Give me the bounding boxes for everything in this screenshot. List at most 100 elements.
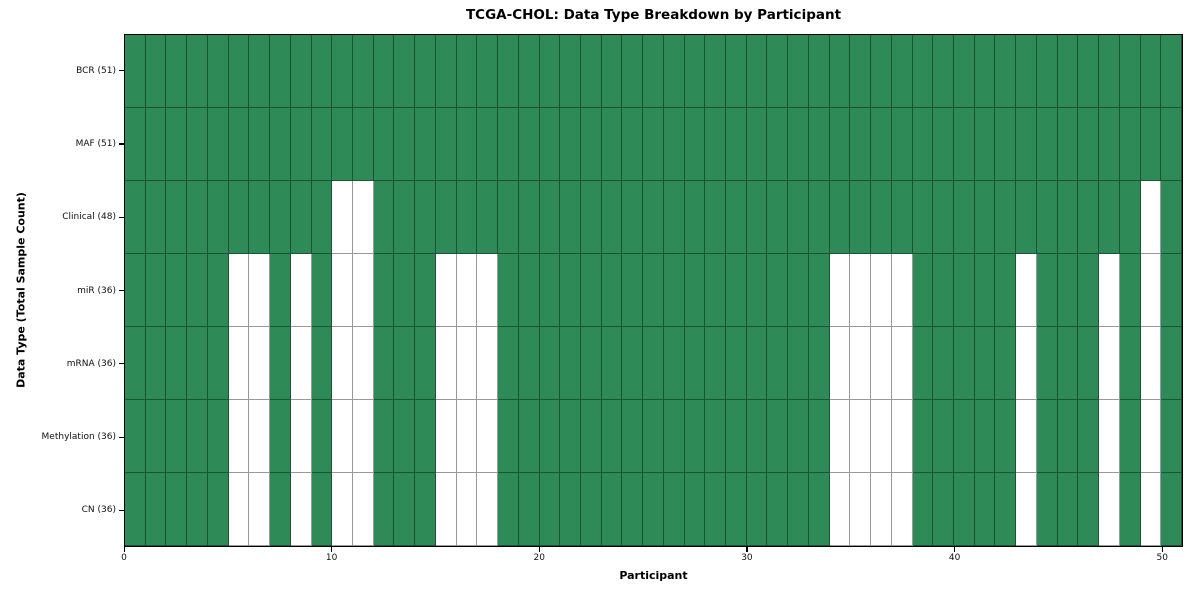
- heatmap-cell: [228, 254, 250, 327]
- y-axis-tick-mark: [119, 70, 124, 72]
- heatmap-cell: [518, 473, 540, 546]
- heatmap-cell: [1016, 254, 1037, 327]
- heatmap-cell: [1036, 35, 1058, 108]
- heatmap-cell: [394, 108, 416, 181]
- heatmap-cell: [726, 400, 747, 473]
- heatmap-cell: [1078, 35, 1100, 108]
- heatmap-cell: [933, 327, 955, 400]
- x-axis-tick-mark: [331, 547, 333, 552]
- heatmap-cell: [311, 473, 333, 546]
- heatmap-cell: [1078, 400, 1100, 473]
- heatmap-cell: [974, 400, 996, 473]
- heatmap-cell: [498, 181, 519, 254]
- heatmap-cell: [456, 473, 478, 546]
- heatmap-cell: [1036, 181, 1058, 254]
- heatmap-cell: [954, 35, 975, 108]
- heatmap-cell: [974, 254, 996, 327]
- heatmap-cell: [290, 327, 312, 400]
- heatmap-cell: [705, 327, 727, 400]
- heatmap-cell: [933, 181, 955, 254]
- heatmap-cell: [166, 254, 188, 327]
- heatmap-cell: [705, 181, 727, 254]
- heatmap-cell: [539, 35, 561, 108]
- heatmap-cell: [145, 254, 167, 327]
- heatmap-cell: [912, 473, 934, 546]
- heatmap-cell: [850, 400, 872, 473]
- heatmap-cell: [684, 254, 706, 327]
- y-axis-tick-mark: [119, 216, 124, 218]
- heatmap-cell: [643, 473, 664, 546]
- heatmap-cell: [187, 108, 208, 181]
- heatmap-cell: [643, 254, 664, 327]
- heatmap-cell: [352, 473, 374, 546]
- heatmap-cell: [580, 181, 602, 254]
- heatmap-cell: [726, 35, 747, 108]
- heatmap-cell: [394, 254, 416, 327]
- heatmap-cell: [746, 254, 768, 327]
- heatmap-cell: [705, 254, 727, 327]
- heatmap-cell: [352, 35, 374, 108]
- heatmap-cell: [850, 327, 872, 400]
- heatmap-cell: [1099, 181, 1120, 254]
- heatmap-cell: [684, 327, 706, 400]
- heatmap-cell: [394, 327, 416, 400]
- heatmap-cell: [974, 473, 996, 546]
- heatmap-cell: [767, 473, 789, 546]
- heatmap-cell: [332, 254, 353, 327]
- heatmap-cell: [311, 181, 333, 254]
- y-axis-tick-label: BCR (51): [76, 65, 116, 76]
- heatmap-cell: [1161, 181, 1182, 254]
- heatmap-cell: [871, 108, 892, 181]
- heatmap-cell: [891, 108, 913, 181]
- heatmap-cell: [622, 327, 644, 400]
- heatmap-cell: [145, 35, 167, 108]
- y-axis-tick-label: Clinical (48): [62, 212, 116, 223]
- heatmap-cell: [1099, 254, 1120, 327]
- heatmap-cell: [954, 181, 975, 254]
- heatmap-cell: [974, 108, 996, 181]
- heatmap-cell: [891, 400, 913, 473]
- heatmap-cell: [912, 181, 934, 254]
- heatmap-cell: [477, 108, 499, 181]
- heatmap-cell: [394, 400, 416, 473]
- x-axis-tick-label: 30: [741, 553, 753, 563]
- heatmap-cell: [705, 400, 727, 473]
- y-axis-tick-label: miR (36): [77, 285, 116, 296]
- heatmap-cell: [933, 108, 955, 181]
- heatmap-cell: [290, 400, 312, 473]
- heatmap-cell: [808, 108, 830, 181]
- heatmap-cell: [539, 254, 561, 327]
- plot-area: Present Absent: [124, 34, 1183, 547]
- heatmap-cell: [249, 35, 271, 108]
- y-axis-tick-label: Methylation (36): [41, 432, 116, 443]
- heatmap-cell: [850, 254, 872, 327]
- heatmap-cell: [995, 254, 1017, 327]
- heatmap-cell: [456, 181, 478, 254]
- heatmap-cell: [746, 35, 768, 108]
- heatmap-cell: [125, 35, 146, 108]
- heatmap-cell: [207, 254, 229, 327]
- heatmap-cell: [705, 108, 727, 181]
- heatmap-cell: [1016, 473, 1037, 546]
- heatmap-cell: [311, 400, 333, 473]
- heatmap-cell: [270, 473, 291, 546]
- heatmap-cell: [1099, 327, 1120, 400]
- heatmap-cell: [145, 473, 167, 546]
- heatmap-cell: [829, 181, 851, 254]
- heatmap-cell: [622, 254, 644, 327]
- heatmap-cell: [228, 400, 250, 473]
- y-axis-tick-mark: [119, 509, 124, 512]
- heatmap-cell: [435, 108, 457, 181]
- heatmap-cell: [954, 108, 975, 181]
- heatmap-cell: [394, 35, 416, 108]
- y-axis-tick-label: mRNA (36): [66, 358, 116, 369]
- y-axis-tick-mark: [119, 363, 124, 365]
- heatmap-cell: [933, 254, 955, 327]
- heatmap-cell: [125, 400, 146, 473]
- heatmap-cell: [352, 254, 374, 327]
- heatmap-cell: [518, 254, 540, 327]
- heatmap-cell: [912, 254, 934, 327]
- heatmap-cell: [456, 327, 478, 400]
- heatmap-cell: [746, 108, 768, 181]
- heatmap-cell: [249, 473, 271, 546]
